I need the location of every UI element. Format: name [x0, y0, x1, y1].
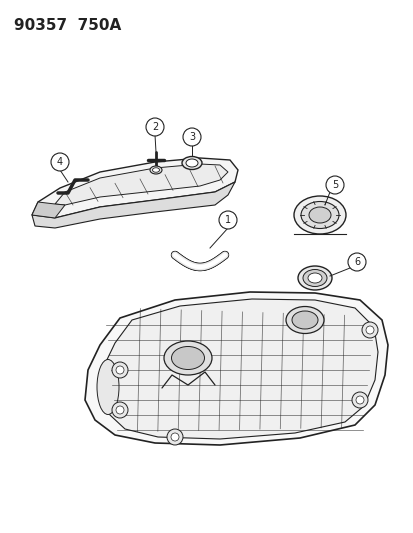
Ellipse shape: [300, 201, 338, 229]
Ellipse shape: [152, 168, 159, 172]
Ellipse shape: [171, 346, 204, 369]
Circle shape: [112, 362, 128, 378]
Circle shape: [183, 128, 201, 146]
Circle shape: [365, 326, 373, 334]
Ellipse shape: [97, 359, 119, 415]
Ellipse shape: [297, 266, 331, 290]
Circle shape: [351, 392, 367, 408]
Ellipse shape: [285, 306, 323, 334]
Ellipse shape: [302, 270, 326, 287]
Ellipse shape: [307, 273, 321, 283]
Circle shape: [218, 211, 236, 229]
Ellipse shape: [293, 196, 345, 234]
Circle shape: [171, 433, 178, 441]
Circle shape: [116, 406, 124, 414]
Ellipse shape: [308, 207, 330, 223]
Circle shape: [361, 322, 377, 338]
Circle shape: [51, 153, 69, 171]
Text: 6: 6: [353, 257, 359, 267]
Circle shape: [166, 429, 183, 445]
Circle shape: [116, 366, 124, 374]
Ellipse shape: [185, 159, 197, 167]
Ellipse shape: [164, 341, 211, 375]
Text: 3: 3: [188, 132, 195, 142]
Polygon shape: [32, 202, 65, 218]
Ellipse shape: [291, 311, 317, 329]
Circle shape: [112, 402, 128, 418]
Circle shape: [325, 176, 343, 194]
Ellipse shape: [182, 157, 202, 169]
Text: 2: 2: [152, 122, 158, 132]
Polygon shape: [32, 158, 237, 218]
Text: 90357  750A: 90357 750A: [14, 18, 121, 33]
Text: 5: 5: [331, 180, 337, 190]
Circle shape: [146, 118, 164, 136]
Ellipse shape: [150, 166, 161, 174]
Circle shape: [355, 396, 363, 404]
Polygon shape: [55, 164, 228, 205]
Circle shape: [347, 253, 365, 271]
Polygon shape: [85, 292, 387, 445]
Text: 1: 1: [224, 215, 230, 225]
Text: 4: 4: [57, 157, 63, 167]
Polygon shape: [100, 299, 377, 439]
Polygon shape: [32, 182, 235, 228]
